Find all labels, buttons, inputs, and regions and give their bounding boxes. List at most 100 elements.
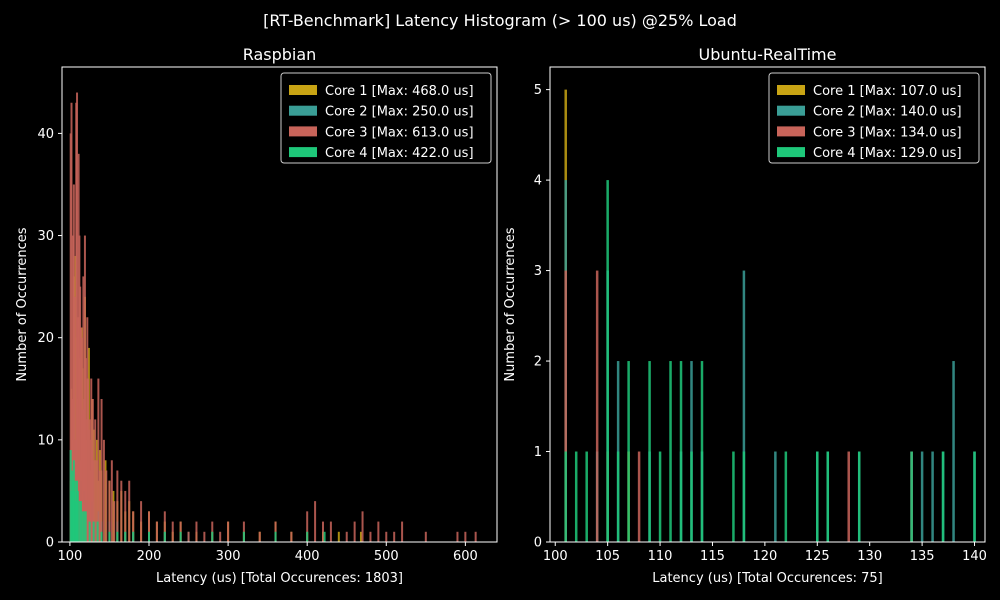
bar-core3 bbox=[464, 531, 467, 542]
legend-swatch-core3 bbox=[777, 126, 805, 137]
panel-ubuntu-realtime: 100 105 110 115 120 125 130 135 140 0 1 2 3 4 5 Ubuntu-… bbox=[503, 45, 987, 586]
bar-core4 bbox=[941, 451, 945, 542]
bar-core3 bbox=[179, 521, 182, 542]
bar-core3 bbox=[377, 521, 380, 542]
bar-core4 bbox=[574, 451, 578, 542]
bar-core3 bbox=[203, 531, 206, 542]
bar-core4 bbox=[616, 451, 620, 542]
x-tick-label: 300 bbox=[216, 549, 241, 564]
y-tick-label: 30 bbox=[37, 229, 54, 244]
bar-core3 bbox=[70, 102, 73, 542]
bar-core4 bbox=[274, 531, 277, 542]
bar-core4 bbox=[179, 531, 182, 542]
y-tick-label: 1 bbox=[534, 445, 542, 460]
x-tick-label: 115 bbox=[700, 549, 725, 564]
legend-swatch-core4 bbox=[777, 147, 805, 158]
bar-core3 bbox=[274, 521, 277, 542]
bar-core4 bbox=[606, 180, 609, 542]
bar-core4 bbox=[679, 361, 683, 542]
bar-core3 bbox=[393, 531, 396, 542]
x-tick-label: 120 bbox=[752, 549, 777, 564]
bar-core3 bbox=[92, 460, 95, 542]
bar-core3 bbox=[322, 521, 324, 542]
bar-core4 bbox=[132, 531, 135, 542]
bar-core4 bbox=[658, 451, 662, 542]
bar-core3 bbox=[113, 501, 116, 542]
bar-core3 bbox=[456, 531, 459, 542]
bar-core2 bbox=[952, 361, 955, 542]
bar-core3 bbox=[120, 480, 123, 542]
bar-core3 bbox=[258, 531, 261, 542]
legend-label-core2: Core 2 [Max: 250.0 us] bbox=[325, 105, 474, 120]
x-tick-label: 135 bbox=[910, 549, 935, 564]
bar-core3 bbox=[385, 531, 388, 542]
bar-core3 bbox=[163, 511, 166, 542]
bar-core3 bbox=[353, 521, 356, 542]
bar-core3 bbox=[242, 521, 245, 542]
bar-core4 bbox=[78, 501, 81, 542]
bar-core4 bbox=[100, 531, 103, 542]
bar-core3 bbox=[219, 531, 222, 542]
panel-title: Ubuntu-RealTime bbox=[699, 45, 837, 64]
bar-core4 bbox=[323, 531, 326, 542]
bar-core4 bbox=[700, 361, 704, 542]
bar-core4 bbox=[627, 361, 630, 542]
y-axis-label: Number of Occurrences bbox=[15, 227, 30, 381]
bar-core4 bbox=[826, 451, 830, 542]
figure-title: [RT-Benchmark] Latency Histogram (> 100 … bbox=[263, 11, 737, 30]
bar-core3 bbox=[98, 470, 101, 542]
legend-label-core2: Core 2 [Max: 140.0 us] bbox=[813, 105, 962, 120]
bar-core4 bbox=[242, 531, 245, 542]
bar-core4 bbox=[910, 451, 913, 542]
legend-label-core1: Core 1 [Max: 468.0 us] bbox=[325, 84, 474, 99]
legend-box bbox=[280, 72, 492, 164]
bar-core3 bbox=[314, 501, 317, 542]
bar-core3 bbox=[132, 511, 135, 542]
bar-core4 bbox=[116, 531, 119, 542]
bar-core3 bbox=[105, 470, 108, 542]
bar-core1 bbox=[359, 531, 362, 542]
bar-core3 bbox=[329, 521, 332, 542]
x-tick-label: 105 bbox=[595, 549, 620, 564]
bar-core3 bbox=[345, 531, 348, 542]
bar-core3 bbox=[100, 398, 103, 542]
bar-core4 bbox=[973, 451, 976, 542]
bar-core3 bbox=[108, 480, 111, 542]
bar-core3 bbox=[595, 270, 599, 542]
bar-core3 bbox=[306, 511, 309, 542]
bar-core3 bbox=[102, 439, 105, 542]
bar-core3 bbox=[290, 531, 293, 542]
x-tick-label: 100 bbox=[57, 549, 82, 564]
y-tick-label: 2 bbox=[534, 355, 542, 370]
x-tick-label: 500 bbox=[374, 549, 399, 564]
bar-core4 bbox=[108, 531, 111, 542]
bar-core3 bbox=[187, 531, 190, 542]
legend-swatch-core3 bbox=[289, 126, 317, 137]
bar-core4 bbox=[96, 521, 99, 542]
bar-core4 bbox=[83, 511, 86, 542]
x-tick-label: 130 bbox=[857, 549, 882, 564]
bar-core2 bbox=[931, 451, 934, 542]
y-tick-label: 3 bbox=[534, 264, 542, 279]
y-tick-label: 4 bbox=[534, 174, 542, 189]
bar-core3 bbox=[369, 531, 372, 542]
bar-core3 bbox=[116, 470, 119, 542]
bar-core3 bbox=[424, 531, 427, 542]
bar-core2 bbox=[742, 270, 746, 542]
bar-core4 bbox=[306, 531, 309, 542]
bar-core4 bbox=[857, 451, 861, 542]
bar-core3 bbox=[95, 460, 98, 542]
bar-core4 bbox=[211, 531, 214, 542]
legend-label-core4: Core 4 [Max: 129.0 us] bbox=[813, 146, 962, 161]
x-axis-label: Latency (us) [Total Occurences: 1803] bbox=[156, 571, 403, 586]
y-tick-label: 5 bbox=[534, 83, 542, 98]
bar-core3 bbox=[564, 270, 567, 542]
bar-core4 bbox=[732, 451, 735, 542]
bar-core4 bbox=[816, 451, 819, 542]
y-tick-label: 0 bbox=[534, 536, 542, 551]
bar-core4 bbox=[690, 451, 693, 542]
x-tick-label: 140 bbox=[962, 549, 987, 564]
bar-core4 bbox=[148, 531, 150, 542]
bar-core4 bbox=[124, 531, 127, 542]
